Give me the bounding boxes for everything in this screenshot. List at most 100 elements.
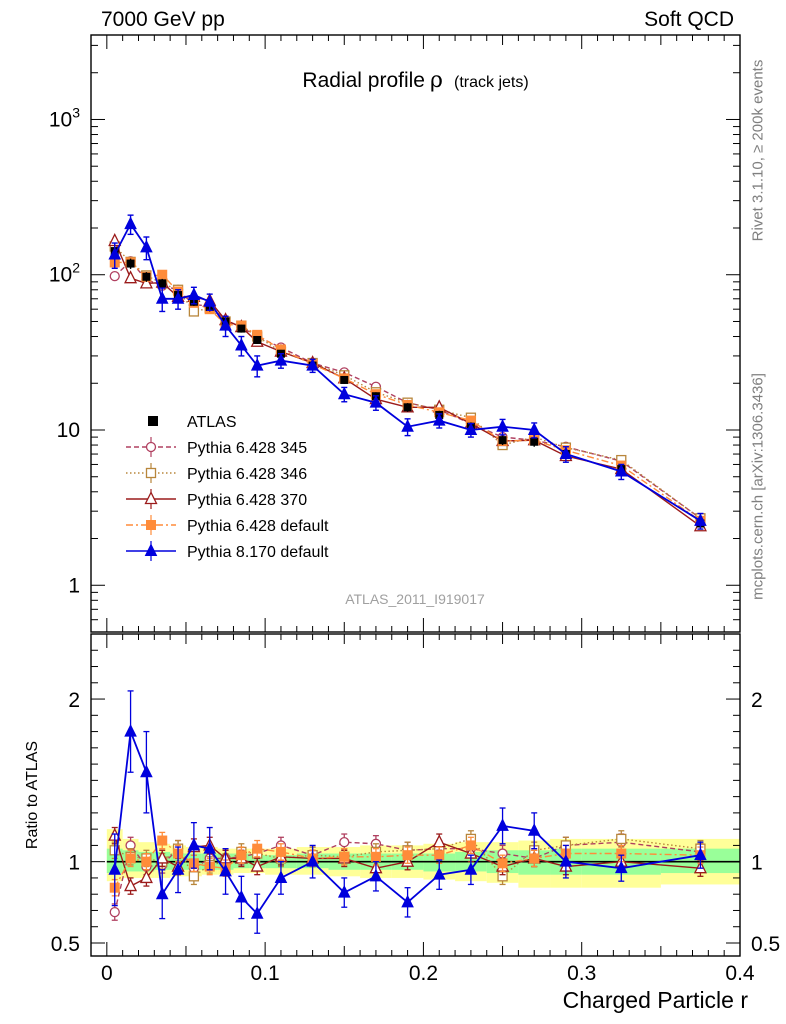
- ratio-series-line: [113, 731, 701, 916]
- ratio-series-marker: [124, 878, 138, 892]
- y-axis-label: Ratio to ATLAS: [24, 741, 41, 849]
- ratio-series-line: [114, 841, 701, 913]
- legend-marker: [145, 467, 157, 479]
- legend-marker: [145, 441, 157, 453]
- main-series-marker: [369, 395, 383, 408]
- ratio-y-tick-label-right: 2: [751, 689, 763, 712]
- main-series-marker: [496, 419, 509, 432]
- ratio-series-marker: [252, 843, 263, 854]
- main-x-ticks: [106, 35, 741, 632]
- ratio-series-marker: [250, 858, 264, 872]
- atlas-data-point: [158, 279, 167, 288]
- main-series-line: [113, 222, 701, 522]
- main-series-3: [108, 233, 707, 532]
- main-y-ticks: [91, 44, 740, 633]
- ratio-series-marker: [155, 886, 169, 900]
- ratio-series-marker: [155, 850, 169, 864]
- x-tick-label: 0: [101, 962, 113, 985]
- atlas-data-point: [237, 324, 246, 333]
- ratio-series-marker: [250, 906, 264, 919]
- main-series-group: [108, 214, 707, 532]
- main-series-marker: [614, 463, 628, 477]
- ratio-series-marker: [171, 862, 185, 875]
- main-series-marker: [124, 216, 137, 230]
- main-frame: [90, 34, 741, 633]
- ratio-series-4: [108, 690, 707, 934]
- main-series-marker: [108, 246, 122, 260]
- x-tick-label: 0.1: [251, 962, 280, 985]
- main-series-5: [108, 214, 707, 530]
- main-series-marker: [337, 386, 351, 400]
- main-series-marker: [306, 357, 319, 371]
- legend-item: Pythia 6.428 346: [126, 463, 307, 483]
- x-tick-label: 0.3: [567, 962, 596, 985]
- main-series-line: [114, 260, 701, 519]
- legend-label: ATLAS: [187, 414, 237, 431]
- ratio-series-marker: [125, 853, 136, 864]
- y-tick-exponent: 3: [72, 104, 80, 120]
- y-tick-base: 10: [57, 419, 80, 442]
- ratio-y-tick-label-left: 0.5: [51, 933, 80, 956]
- legend-label: Pythia 6.428 370: [187, 492, 307, 509]
- ratio-series-marker: [614, 860, 628, 874]
- y-tick-base: 10: [49, 264, 72, 287]
- legend-label: Pythia 6.428 345: [187, 440, 307, 457]
- main-series-marker: [464, 422, 478, 435]
- main-y-tick-label: 1: [68, 574, 80, 597]
- header-energy: 7000 GeV pp: [101, 8, 225, 31]
- main-series-line: [114, 240, 701, 527]
- ratio-series-group: [108, 690, 707, 934]
- main-series-marker: [235, 337, 248, 351]
- main-series-marker: [188, 306, 200, 317]
- main-series-marker: [432, 412, 446, 426]
- ratio-series-marker: [370, 851, 381, 862]
- legend-item: Pythia 6.428 default: [126, 515, 329, 535]
- ratio-y-tick-label-right: 0.5: [751, 933, 780, 956]
- ratio-series-marker: [616, 833, 627, 845]
- x-tick-label: 0.2: [409, 962, 438, 985]
- ratio-series-marker: [496, 818, 509, 831]
- legend-marker: [144, 491, 158, 505]
- x-tick-label: 0.4: [725, 962, 755, 985]
- ratio-series-marker: [219, 863, 232, 877]
- ratio-frame: [90, 633, 741, 957]
- ratio-series-marker: [187, 837, 201, 851]
- main-series-marker: [171, 291, 185, 304]
- legend-marker: [144, 543, 158, 556]
- analysis-label: ATLAS_2011_I919017: [345, 591, 485, 607]
- main-series-marker: [203, 294, 217, 307]
- main-series-marker: [155, 291, 169, 304]
- header-process: Soft QCD: [644, 8, 734, 31]
- main-y-tick-label: 10: [57, 419, 80, 442]
- legend-item: Pythia 8.170 default: [126, 541, 329, 561]
- legend-item: ATLAS: [148, 414, 237, 431]
- ratio-y-ticks: [91, 649, 740, 944]
- ratio-series-marker: [402, 850, 413, 861]
- legend-item: Pythia 6.428 370: [126, 489, 307, 509]
- ratio-series-marker: [559, 854, 573, 867]
- main-series-marker: [140, 239, 153, 253]
- ratio-series-marker: [306, 854, 319, 867]
- ratio-series-marker: [527, 823, 541, 836]
- main-series-marker: [250, 357, 264, 371]
- y-tick-exponent: 2: [72, 260, 80, 276]
- ratio-series-marker: [432, 834, 446, 848]
- ratio-series-marker: [401, 894, 414, 908]
- atlas-data-point: [253, 335, 262, 344]
- ratio-series-marker: [108, 862, 122, 875]
- main-series-marker: [109, 270, 120, 282]
- main-series-marker: [219, 318, 232, 331]
- ratio-y-tick-label-left: 2: [68, 689, 80, 712]
- legend-label: Pythia 6.428 default: [187, 518, 329, 535]
- ratio-series-marker: [275, 846, 286, 857]
- ratio-series-marker: [203, 841, 217, 854]
- ratio-bands: [106, 829, 740, 888]
- ratio-series-marker: [497, 858, 508, 869]
- legend-marker: [146, 520, 156, 530]
- ratio-series-marker: [464, 862, 478, 875]
- main-series-marker: [187, 287, 201, 301]
- ratio-series-marker: [432, 867, 446, 880]
- ratio-y-tick-label-right: 1: [751, 852, 763, 875]
- atlas-data-point: [126, 259, 135, 268]
